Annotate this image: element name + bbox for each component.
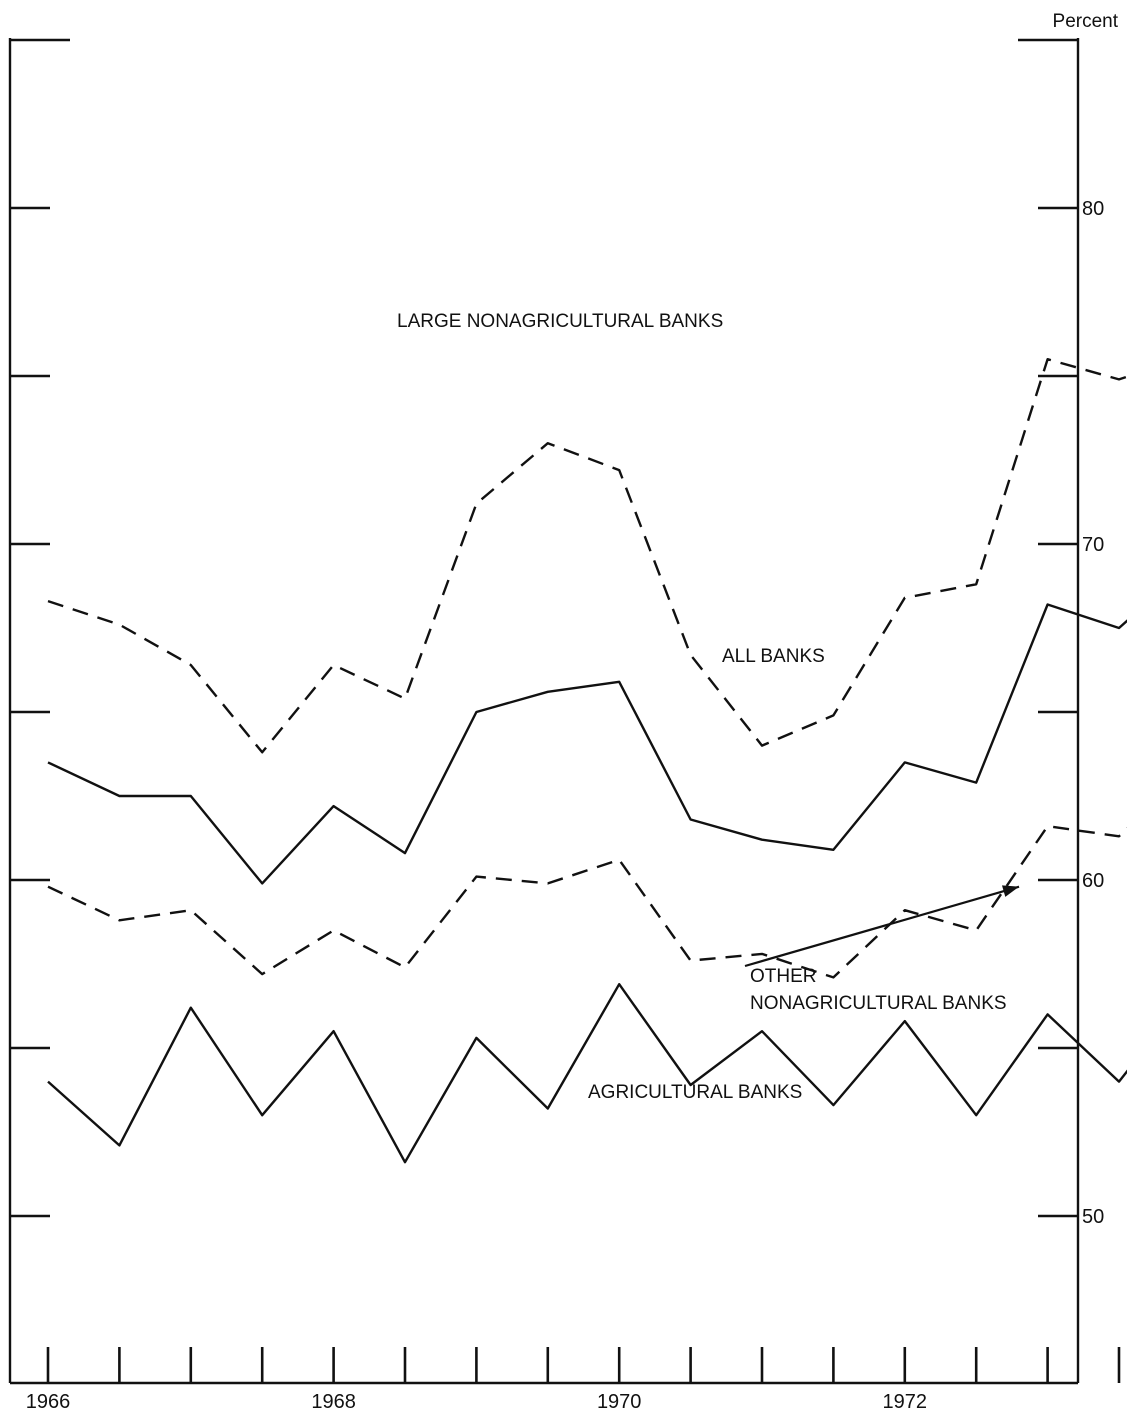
series-annotation-label: AGRICULTURAL BANKS [588,1082,802,1103]
x-tick-label: 1972 [883,1391,928,1412]
annotation-arrow-head [1002,885,1019,897]
x-tick-label: 1968 [311,1391,356,1412]
series-line-all-banks [47,603,1127,885]
unit-label: Percent [1053,11,1119,32]
series-annotation-label: OTHER [750,966,817,987]
y-tick-label: 80 [1082,198,1104,220]
series-line-agricultural-banks [47,983,1127,1164]
series-annotation-label: ALL BANKS [722,646,825,667]
y-tick-label: 60 [1082,870,1104,892]
y-tick-label: 70 [1082,534,1104,556]
x-tick-label: 1970 [597,1391,642,1412]
x-tick-label: 1966 [26,1391,71,1412]
series-line-large-nonagricultural-banks [47,358,1127,754]
y-tick-label: 50 [1082,1206,1104,1228]
series-line-other-nonagricultural-banks [47,825,1127,979]
series-annotation-label: NONAGRICULTURAL BANKS [750,993,1007,1014]
annotation-arrow-line [744,885,1020,968]
series-annotation-label: LARGE NONAGRICULTURAL BANKS [397,311,723,332]
